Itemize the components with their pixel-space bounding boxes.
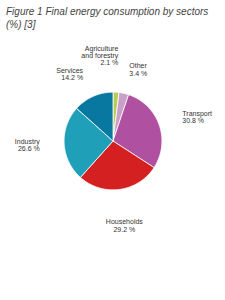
svg-text:Agricultureand forestry2.1 %: Agricultureand forestry2.1 %: [81, 45, 118, 67]
svg-text:Other3.4 %: Other3.4 %: [129, 62, 147, 76]
svg-text:Industry26.6 %: Industry26.6 %: [15, 138, 40, 152]
svg-text:Transport30.8 %: Transport30.8 %: [182, 110, 212, 124]
svg-text:Households29.2 %: Households29.2 %: [106, 218, 143, 232]
svg-text:Services14.2 %: Services14.2 %: [56, 67, 83, 81]
html-text:Figure 1 Final energy consumpt: Figure 1 Final energy consumption by sec…: [6, 6, 209, 30]
